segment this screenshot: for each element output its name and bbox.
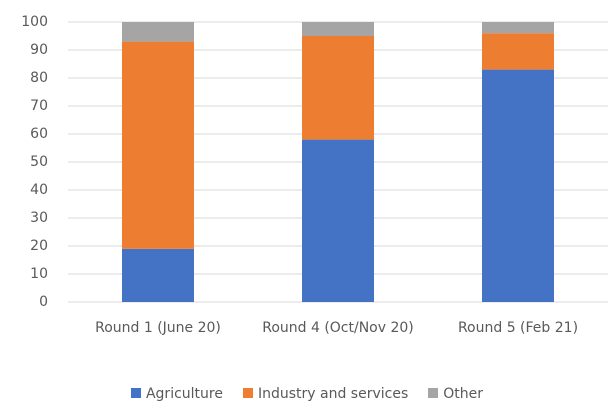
y-tick-label: 20 bbox=[30, 238, 48, 254]
y-tick-label: 0 bbox=[39, 294, 48, 310]
y-tick-label: 90 bbox=[30, 42, 48, 58]
y-tick-label: 70 bbox=[30, 98, 48, 114]
legend-label: Other bbox=[443, 386, 484, 402]
bar-segment bbox=[302, 36, 374, 140]
bar-segment bbox=[482, 22, 554, 34]
bar-segment bbox=[122, 41, 194, 249]
x-tick-label: Round 1 (June 20) bbox=[95, 320, 221, 336]
bar-segment bbox=[302, 139, 374, 302]
y-tick-label: 50 bbox=[30, 154, 48, 170]
bar-segment bbox=[482, 33, 554, 70]
legend: Agriculture Industry and services Other bbox=[0, 386, 614, 402]
legend-item: Other bbox=[428, 386, 483, 402]
legend-label: Industry and services bbox=[257, 386, 409, 402]
y-tick-label: 30 bbox=[30, 210, 48, 226]
bar-segment bbox=[122, 22, 194, 42]
legend-item: Industry and services bbox=[242, 386, 409, 402]
y-tick-label: 80 bbox=[30, 70, 48, 86]
bar-segment bbox=[302, 22, 374, 36]
y-tick-label: 60 bbox=[30, 126, 48, 142]
y-tick-label: 100 bbox=[21, 14, 48, 30]
legend-item: Agriculture bbox=[130, 386, 223, 402]
bar-segment bbox=[482, 69, 554, 302]
y-tick-label: 10 bbox=[30, 266, 48, 282]
x-tick-label: Round 4 (Oct/Nov 20) bbox=[262, 320, 414, 336]
legend-swatch bbox=[242, 388, 253, 398]
bar-segment bbox=[122, 248, 194, 302]
legend-swatch bbox=[130, 388, 141, 398]
x-tick-label: Round 5 (Feb 21) bbox=[457, 320, 579, 336]
legend-label: Agriculture bbox=[145, 386, 223, 402]
y-tick-label: 40 bbox=[30, 182, 48, 198]
legend-swatch bbox=[428, 388, 439, 398]
